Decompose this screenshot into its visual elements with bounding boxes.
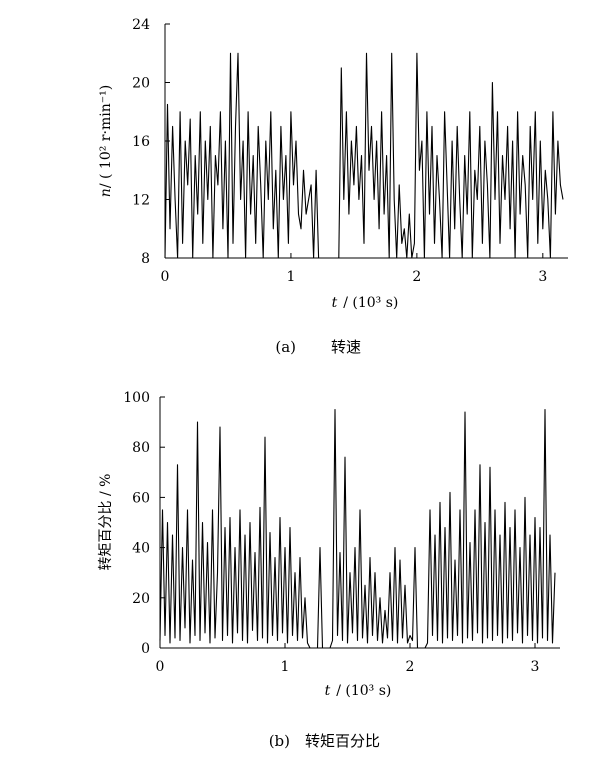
chart-b-x-tick-label: 2 [406, 659, 415, 675]
chart-a-x-label-var: t [332, 295, 338, 311]
chart-b-y-tick-label: 20 [132, 591, 150, 607]
chart-b-y-tick-label: 80 [132, 440, 150, 456]
chart-b-series-line-0 [159, 409, 556, 649]
chart-b-y-tick-label: 40 [132, 541, 150, 557]
chart-a-y-tick-label: 24 [132, 17, 150, 33]
chart-a-caption-label: (a) [275, 338, 296, 356]
chart-b-caption-label: (b) [269, 732, 290, 750]
chart-a-series-line-0 [164, 52, 564, 259]
chart-b-x-label-var: t [325, 683, 331, 699]
chart-a-y-label-var: n [98, 188, 114, 197]
chart-a-y-tick-label: 8 [141, 251, 150, 267]
chart-b-y-tick-label: 60 [132, 490, 150, 506]
chart-b-caption-title: 转矩百分比 [305, 732, 380, 750]
chart-a-y-tick-label: 12 [132, 193, 150, 209]
chart-b-x-tick-label: 3 [531, 659, 540, 675]
chart-a-series [164, 52, 564, 259]
chart-b: 0 20 40 60 80 100 0 1 2 3 转矩百分比 / % t / (10³ s) (… [98, 390, 560, 750]
chart-b-x-label-unit: / (10³ s) [336, 683, 391, 699]
chart-a-y-label-unit: / ( 10² r·min⁻¹) [98, 85, 114, 188]
chart-a-y-ticks: 8 12 16 20 24 [132, 17, 170, 267]
chart-b-series [159, 409, 556, 649]
chart-a-x-tick-label: 0 [161, 269, 170, 285]
chart-a-y-tick-label: 16 [132, 134, 150, 150]
chart-a-y-tick-label: 20 [132, 76, 150, 92]
chart-a-y-label: n/ ( 10² r·min⁻¹) [98, 85, 114, 197]
chart-a-x-tick-label: 2 [412, 269, 421, 285]
chart-a-caption-title: 转速 [331, 338, 361, 356]
chart-b-x-tick-label: 1 [281, 659, 290, 675]
chart-b-x-label: t / (10³ s) [325, 683, 392, 699]
chart-b-y-tick-label: 100 [123, 390, 150, 406]
chart-b-y-label: 转矩百分比 / % [98, 474, 114, 571]
chart-a-x-tick-label: 1 [286, 269, 295, 285]
chart-b-x-tick-label: 0 [156, 659, 165, 675]
chart-a-x-label: t / (10³ s) [332, 295, 399, 311]
chart-b-y-tick-label: 0 [141, 641, 150, 657]
chart-b-y-ticks: 0 20 40 60 80 100 [123, 390, 165, 657]
chart-b-x-ticks: 0 1 2 3 [156, 643, 540, 675]
chart-a-x-label-unit: / (10³ s) [343, 295, 398, 311]
chart-a-x-tick-label: 3 [538, 269, 547, 285]
chart-a-x-ticks: 0 1 2 3 [161, 253, 547, 285]
